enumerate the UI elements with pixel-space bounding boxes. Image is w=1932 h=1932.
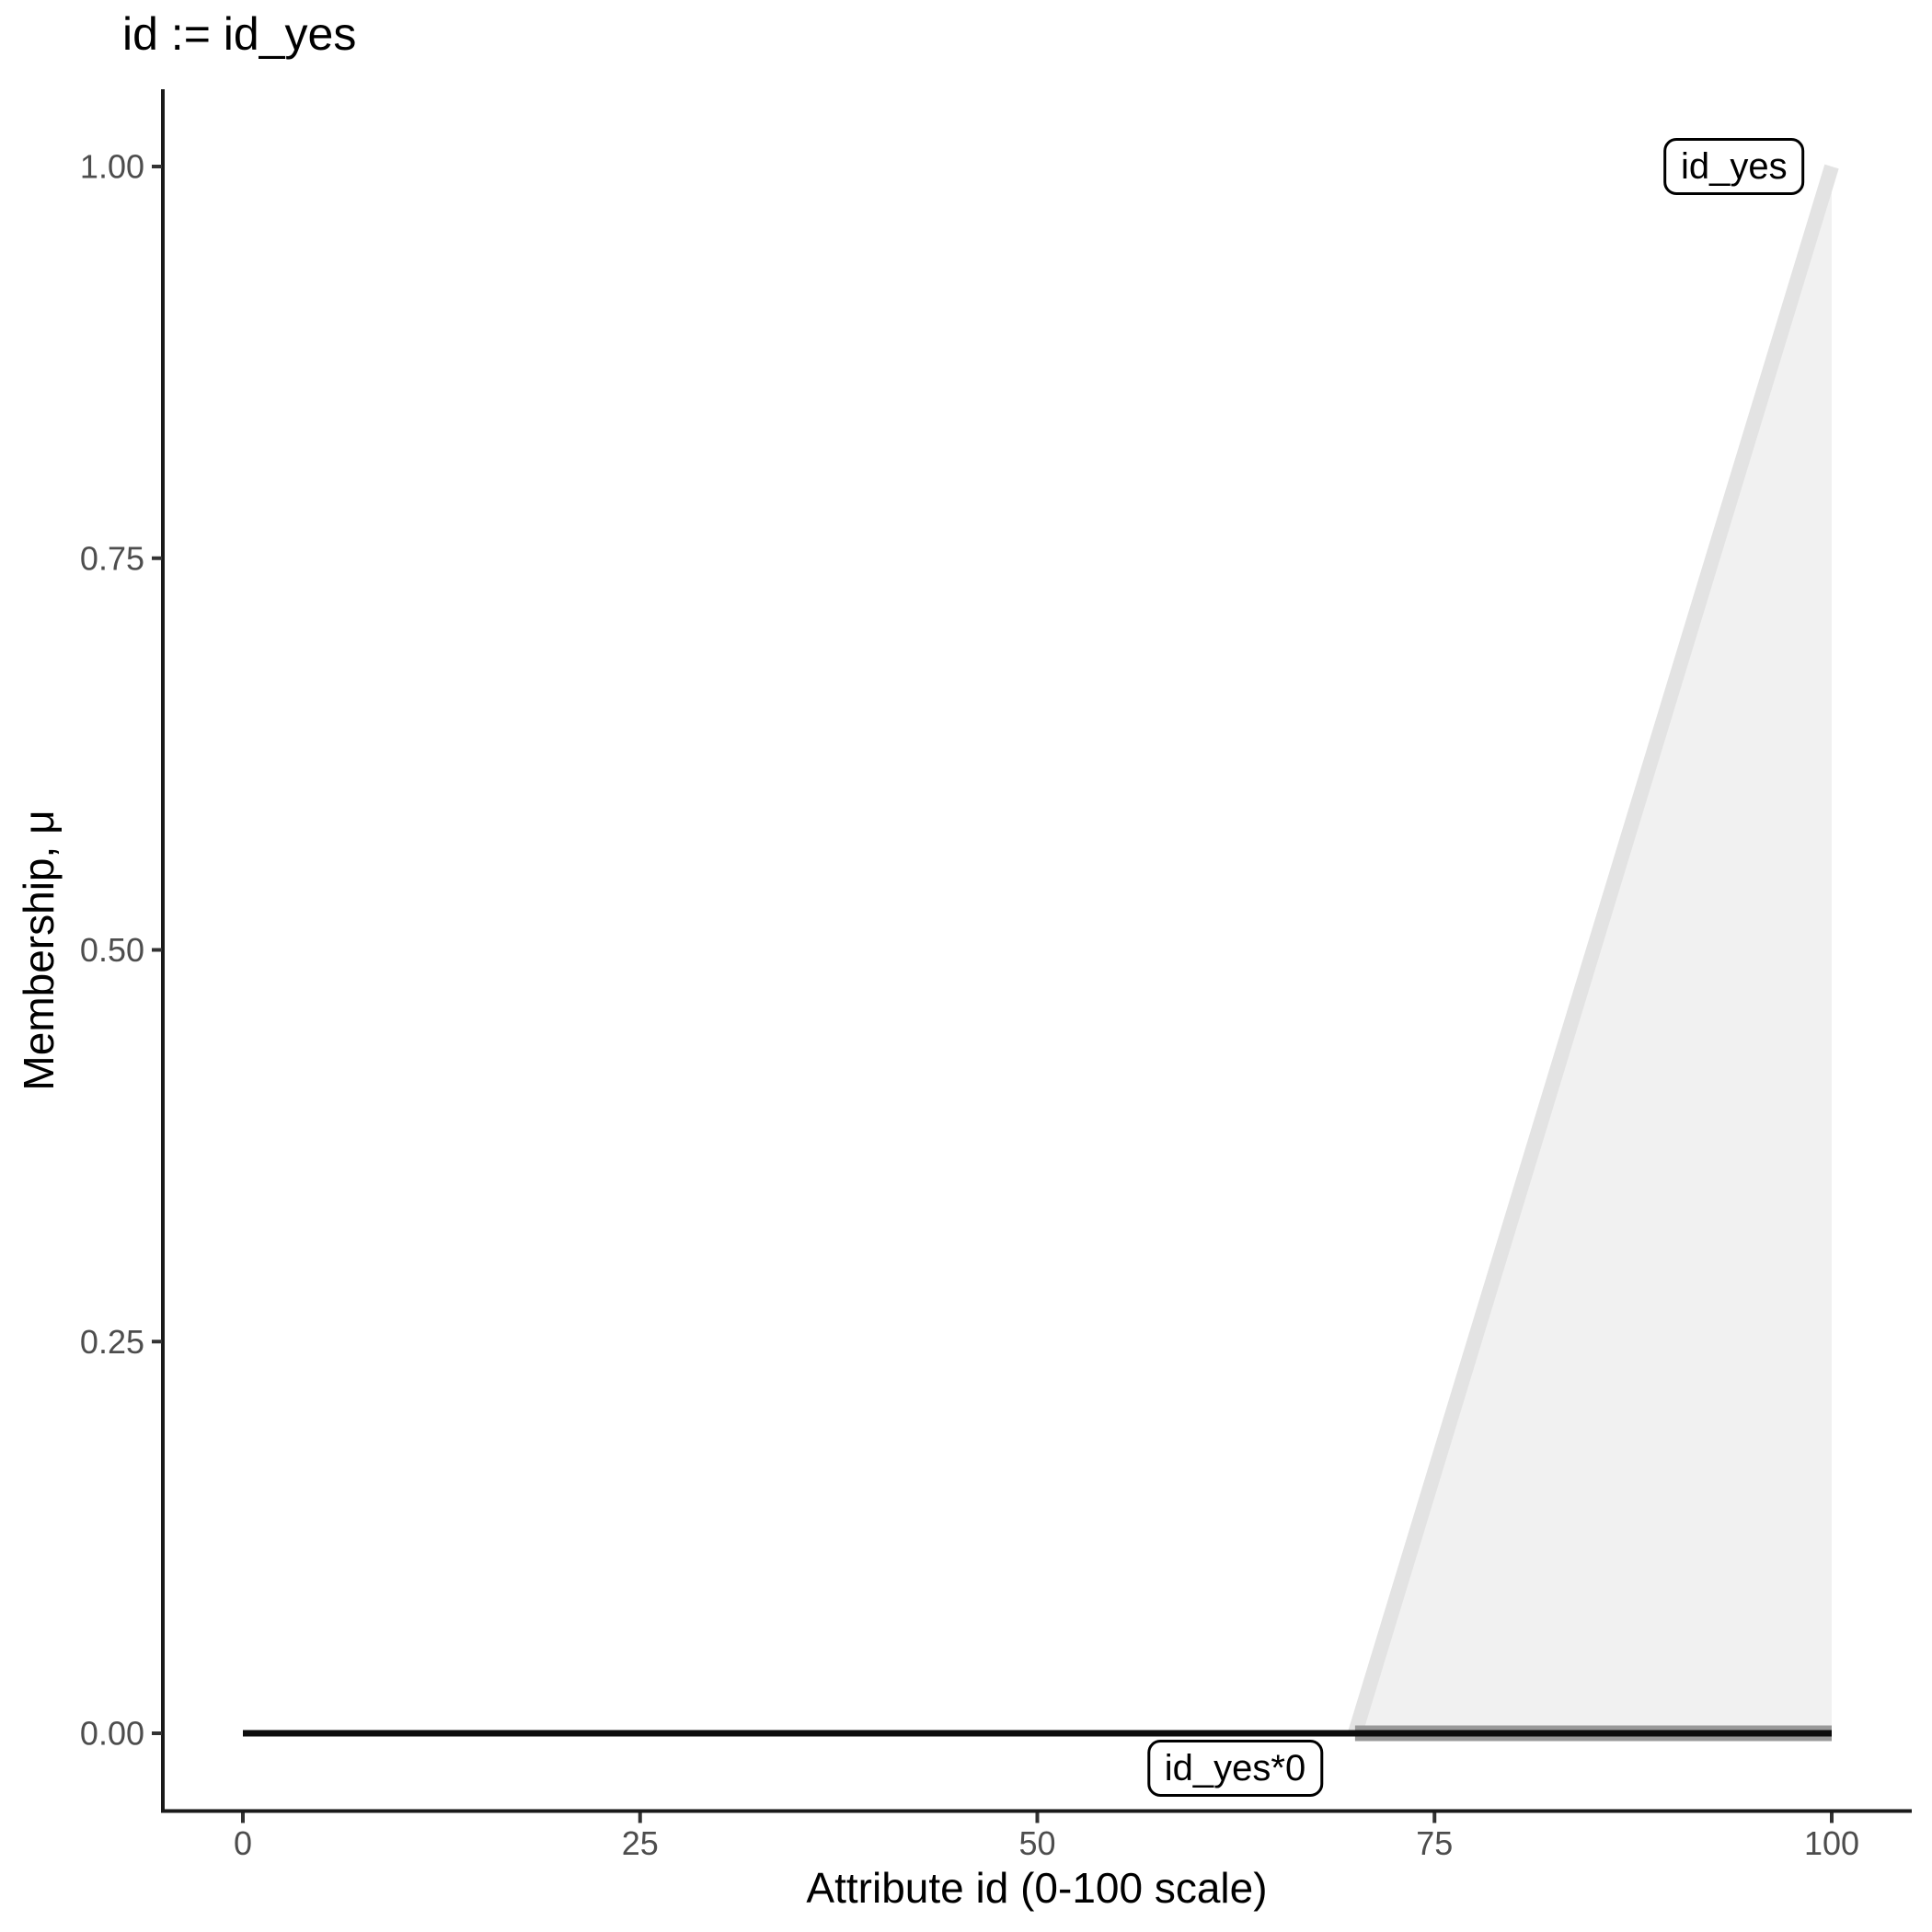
y-tick-label: 0.75 (80, 539, 144, 577)
x-tick-label: 50 (1018, 1824, 1055, 1862)
y-tick-label: 1.00 (80, 148, 144, 186)
series-label-id-yes-zero: id_yes*0 (1146, 1740, 1324, 1798)
y-tick-label: 0.25 (80, 1323, 144, 1361)
x-tick-label: 0 (234, 1824, 252, 1862)
x-tick-label: 100 (1804, 1824, 1859, 1862)
x-tick-label: 25 (622, 1824, 659, 1862)
x-tick-label: 75 (1416, 1824, 1453, 1862)
membership-line-id_yes (1348, 164, 1839, 1736)
chart-title: id := id_yes (122, 8, 357, 60)
y-tick-label: 0.50 (80, 931, 144, 969)
series-label-id-yes: id_yes (1662, 138, 1805, 195)
x-axis-title: Attribute id (0-100 scale) (806, 1864, 1268, 1912)
y-tick-label: 0.00 (80, 1715, 144, 1753)
